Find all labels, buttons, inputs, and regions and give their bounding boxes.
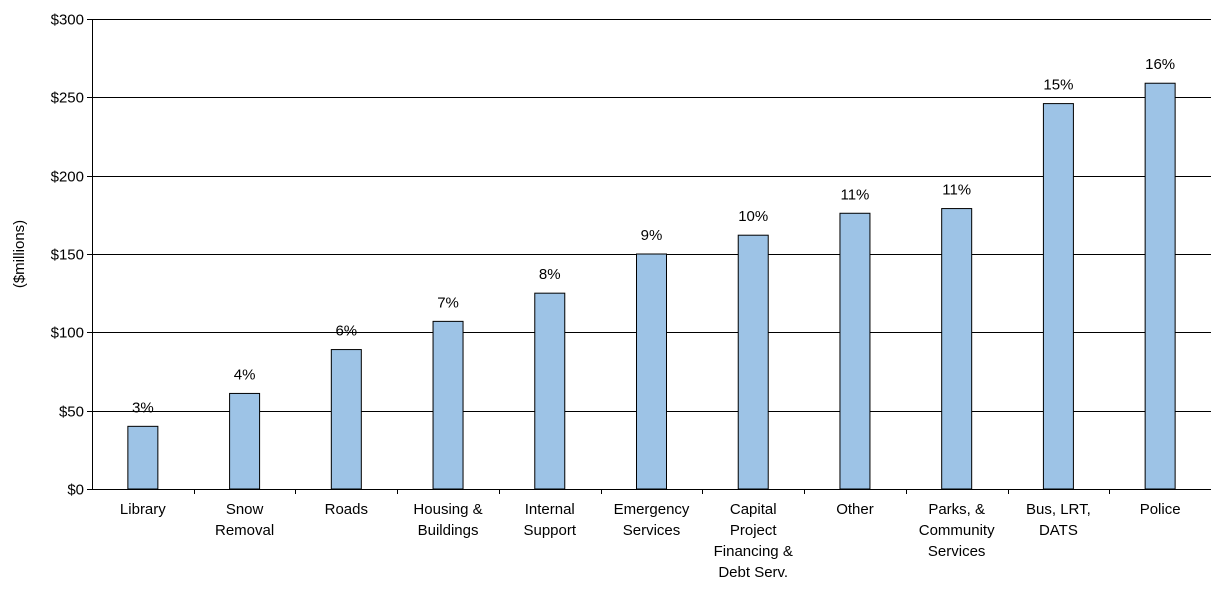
x-category-label-line: Project	[730, 522, 778, 539]
data-label: 16%	[1145, 56, 1175, 73]
x-category-label-line: Debt Serv.	[718, 564, 788, 581]
data-labels: 3% 4% 6% 7% 8% 9% 10% 11% 11% 15% 16%	[132, 56, 1175, 416]
y-tick-label: $150	[51, 247, 84, 264]
bar	[330, 349, 362, 490]
bar	[1144, 82, 1176, 490]
x-category-label: Parks, & Community Services	[919, 501, 995, 560]
x-category-label: Roads	[325, 501, 368, 518]
x-category-label: Other	[836, 501, 874, 518]
data-label: 11%	[942, 182, 971, 199]
bar	[737, 234, 769, 490]
x-category-label-line: Services	[928, 543, 986, 560]
data-label: 11%	[840, 186, 869, 203]
bar	[127, 425, 159, 490]
x-category-labels: Library Snow Removal Roads Housing & Building…	[120, 501, 1181, 581]
data-label: 10%	[738, 208, 768, 225]
x-category-label-line: Community	[919, 522, 995, 539]
data-label: 8%	[539, 266, 561, 283]
x-category-label-line: Roads	[325, 501, 368, 518]
x-category-label: Bus, LRT, DATS	[1026, 501, 1091, 539]
data-label: 9%	[641, 227, 663, 244]
x-category-label: Police	[1140, 501, 1181, 518]
x-category-label: Library	[120, 501, 166, 518]
x-category-label-line: Other	[836, 501, 874, 518]
x-category-label-line: Snow	[226, 501, 264, 518]
x-category-label-line: Internal	[525, 501, 575, 518]
x-category-label-line: Buildings	[418, 522, 479, 539]
bar	[839, 212, 871, 490]
x-category-label-line: Capital	[730, 501, 777, 518]
bar	[534, 292, 566, 490]
x-category-label-line: Parks, &	[928, 501, 985, 518]
x-category-label-line: Services	[623, 522, 681, 539]
axes	[87, 19, 1211, 494]
x-category-label-line: DATS	[1039, 522, 1078, 539]
y-tick-label: $250	[51, 90, 84, 107]
bar	[1042, 103, 1074, 490]
bar	[229, 392, 261, 490]
x-category-label: Capital Project Financing & Debt Serv.	[714, 501, 793, 581]
x-category-label-line: Removal	[215, 522, 274, 539]
x-category-label-line: Housing &	[413, 501, 482, 518]
data-label: 4%	[234, 366, 256, 383]
y-tick-label: $200	[51, 169, 84, 186]
bar	[636, 253, 667, 490]
y-tick-labels: $0 $50 $100 $150 $200 $250 $300	[51, 12, 84, 499]
data-label: 3%	[132, 399, 154, 416]
y-tick-label: $300	[51, 12, 84, 29]
x-category-label-line: Emergency	[614, 501, 690, 518]
y-tick-label: $100	[51, 325, 84, 342]
x-category-label: Snow Removal	[215, 501, 274, 539]
data-label: 7%	[437, 294, 459, 311]
x-category-label-line: Financing &	[714, 543, 793, 560]
x-category-label: Housing & Buildings	[413, 501, 482, 539]
x-category-label-line: Library	[120, 501, 166, 518]
x-category-label: Internal Support	[523, 501, 576, 539]
data-label: 6%	[335, 323, 357, 340]
y-tick-label: $0	[67, 482, 84, 499]
bar	[941, 208, 973, 490]
x-category-label-line: Support	[523, 522, 576, 539]
y-tick-label: $50	[59, 404, 84, 421]
x-category-label: Emergency Services	[614, 501, 690, 539]
bars	[127, 82, 1176, 490]
x-category-label-line: Bus, LRT,	[1026, 501, 1091, 518]
x-category-label-line: Police	[1140, 501, 1181, 518]
data-label: 15%	[1043, 77, 1073, 94]
bar	[432, 320, 464, 490]
y-axis-title: ($millions)	[11, 220, 28, 288]
